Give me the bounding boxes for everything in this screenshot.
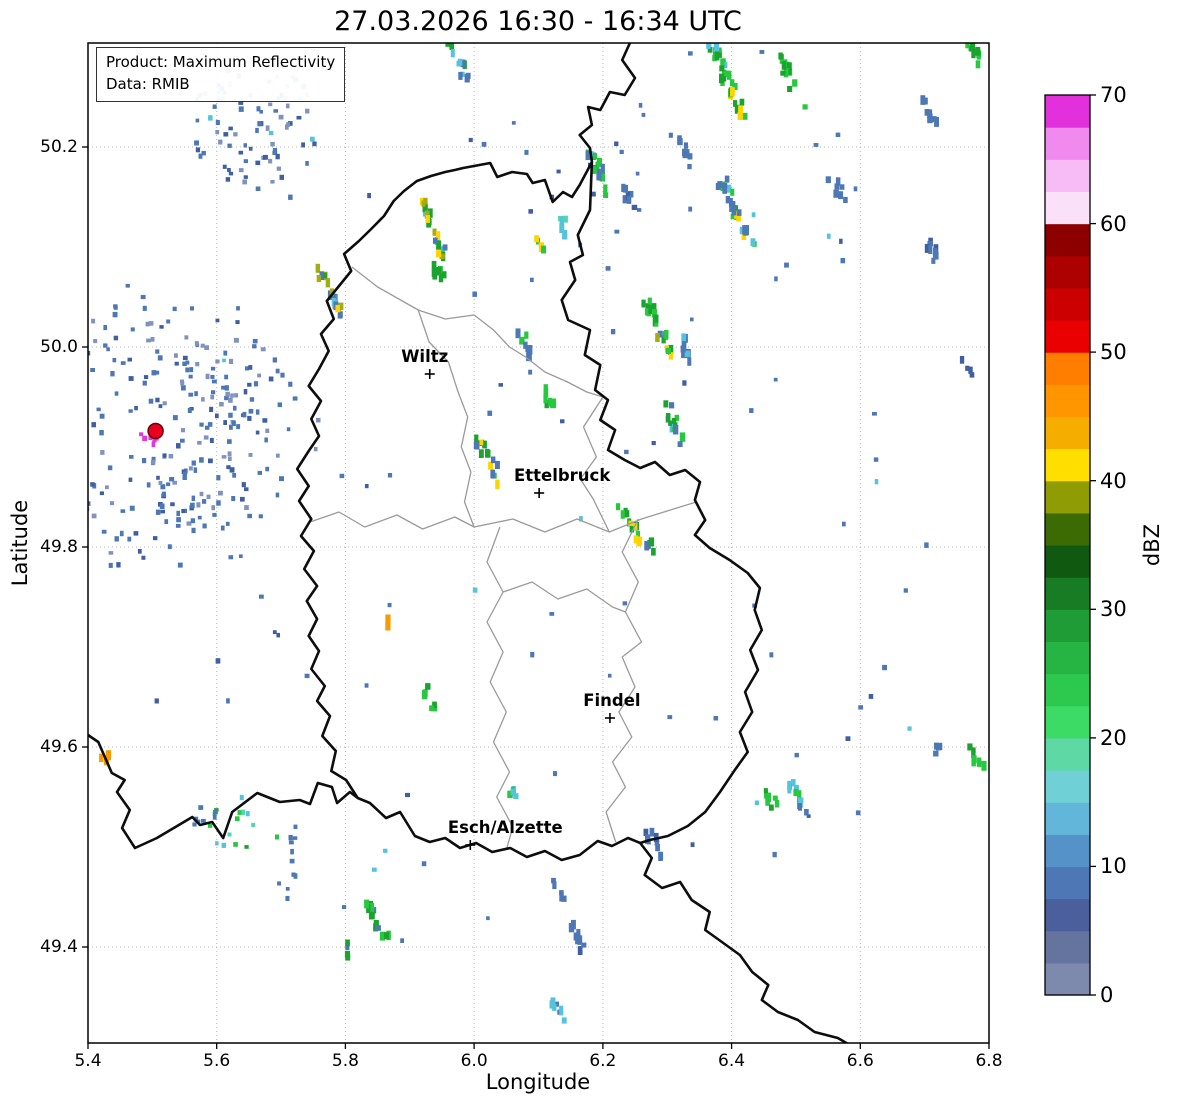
x-tick-label: 5.8 (331, 1051, 359, 1071)
x-tick-label: 6.2 (589, 1051, 617, 1071)
city-label-findel: Findel (583, 691, 641, 710)
x-tick-label: 6.6 (846, 1051, 874, 1071)
colorbar (1044, 94, 1096, 996)
district-borders (309, 266, 697, 851)
y-tick-label: 50.2 (40, 137, 78, 157)
x-tick-label: 6.8 (975, 1051, 1003, 1071)
product-info-box: Product: Maximum Reflectivity Data: RMIB (96, 47, 346, 102)
x-axis-label: Longitude (485, 1070, 591, 1094)
x-tick-label: 6.4 (718, 1051, 746, 1071)
colorbar-tick-label: 0 (1100, 983, 1114, 1007)
city-label-wiltz: Wiltz (401, 347, 449, 366)
colorbar-label: dBZ (1140, 523, 1164, 567)
y-tick-label: 49.6 (40, 737, 78, 757)
colorbar-tick-label: 20 (1100, 725, 1127, 750)
colorbar-tick-label: 10 (1100, 854, 1127, 879)
figure-title: 27.03.2026 16:30 - 16:34 UTC (334, 6, 742, 37)
y-tick-label: 49.4 (40, 937, 78, 957)
colorbar-tick-label: 50 (1100, 340, 1127, 365)
plot-frame (87, 42, 990, 1044)
colorbar-tick-label: 60 (1100, 211, 1127, 236)
axis-ticks (82, 146, 990, 1049)
colorbar-tick-label: 70 (1100, 83, 1127, 107)
map-background (88, 43, 989, 1043)
luxembourg-border (295, 160, 764, 862)
product-line: Product: Maximum Reflectivity (106, 53, 336, 71)
x-tick-label: 6.0 (460, 1051, 488, 1071)
colorbar-tick-label: 40 (1100, 468, 1127, 493)
radar-echo-layer (88, 43, 987, 1024)
data-source-line: Data: RMIB (106, 74, 190, 93)
y-axis-label: Latitude (8, 499, 32, 587)
city-label-esch-alzette: Esch/Alzette (447, 818, 563, 837)
colorbar-tick-label: 30 (1100, 597, 1127, 622)
neighbor-country-borders (88, 43, 850, 1043)
city-label-ettelbruck: Ettelbruck (513, 466, 611, 485)
radar-site-marker (147, 422, 164, 440)
x-tick-label: 5.6 (203, 1051, 231, 1071)
x-tick-label: 5.4 (74, 1051, 102, 1071)
city-markers (424, 369, 615, 850)
y-tick-label: 50.0 (40, 337, 78, 357)
y-tick-label: 49.8 (40, 537, 78, 557)
